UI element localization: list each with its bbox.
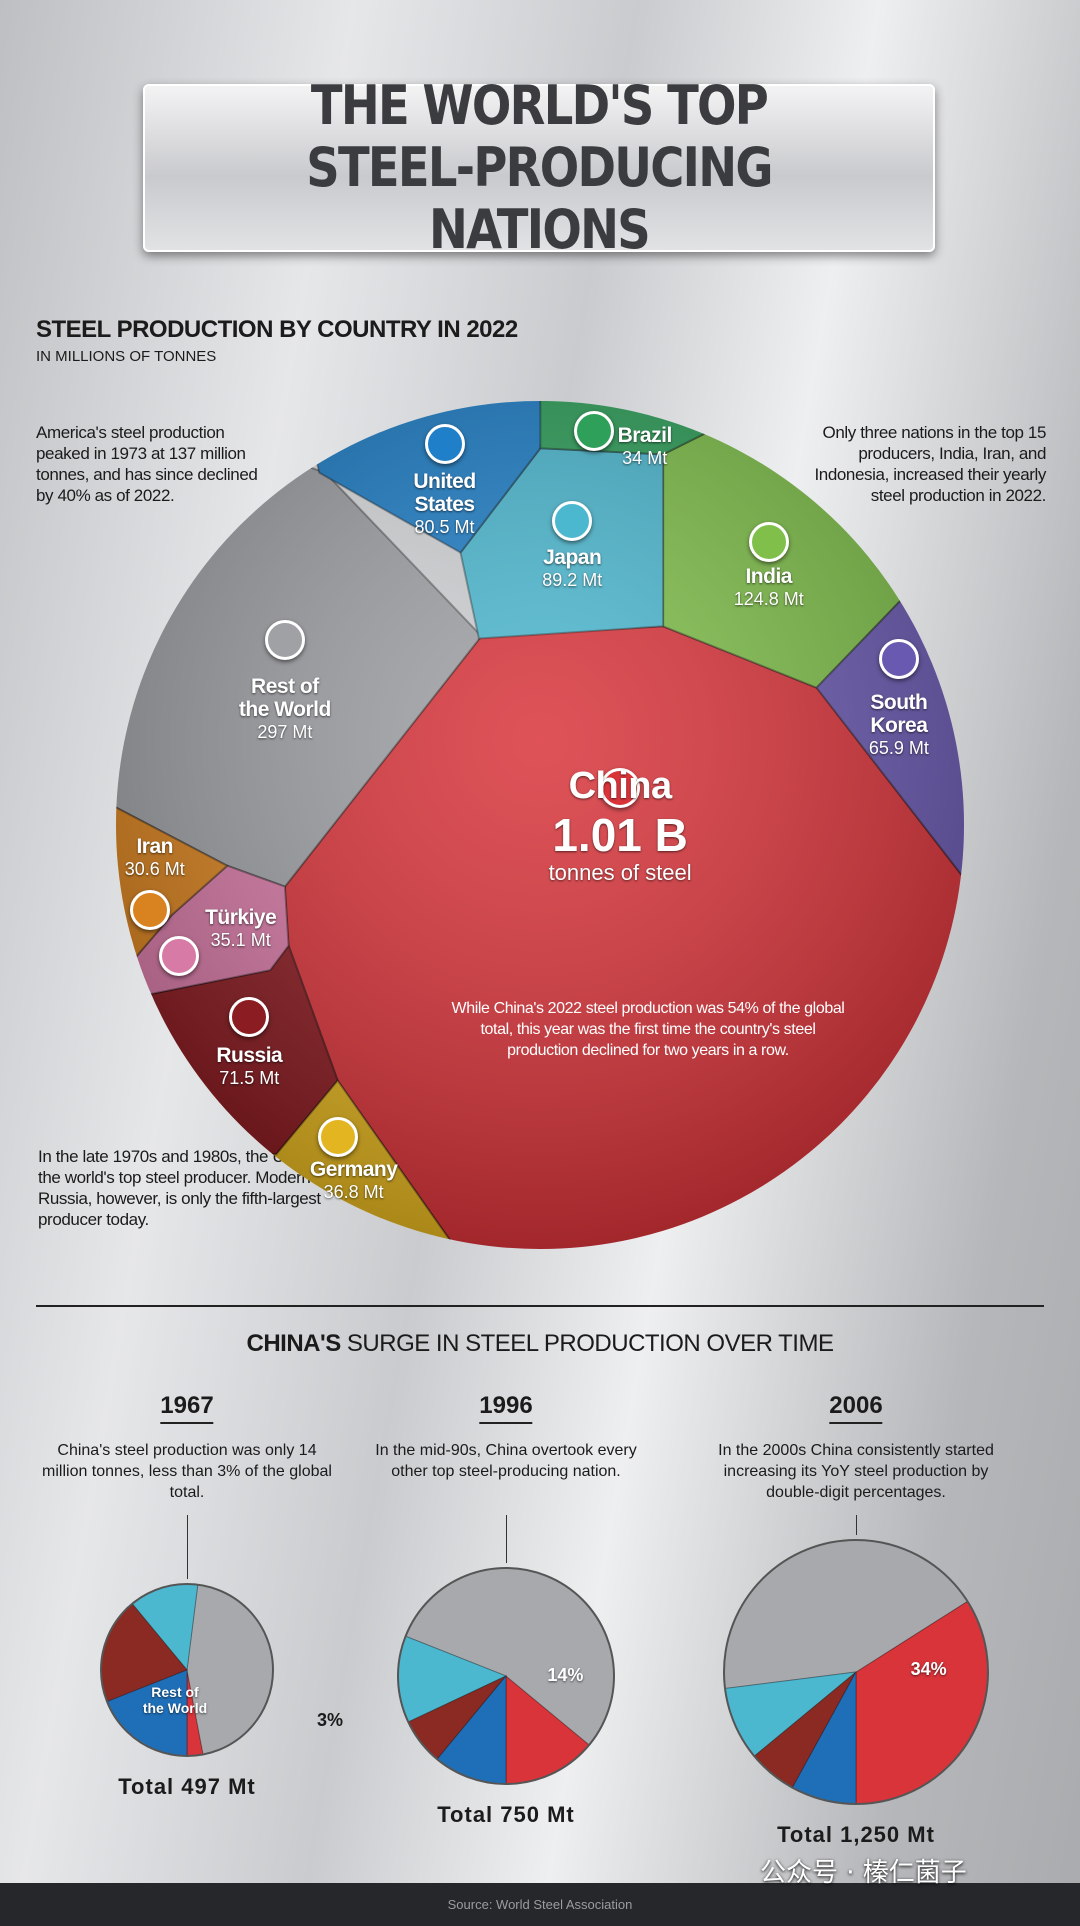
connector-line: [187, 1515, 188, 1579]
label-value: 297 Mt: [257, 722, 313, 743]
description-1996: In the mid-90s, China overtook every oth…: [375, 1442, 637, 1480]
title-line-1: THE WORLD'S TOP: [310, 74, 769, 137]
label-brazil: Brazil 34 Mt: [617, 423, 673, 469]
watermark: 公众号 · 榛仁菌子: [760, 1858, 967, 1888]
section2-title: CHINA'S SURGE IN STEEL PRODUCTION OVER T…: [0, 1330, 1080, 1358]
label-south-korea: South Korea 65.9 Mt: [849, 691, 949, 759]
label-value: 65.9 Mt: [868, 738, 929, 759]
label-name: India: [745, 564, 792, 588]
pie-2006: [723, 1539, 989, 1805]
label-value: 30.6 Mt: [124, 859, 185, 880]
pie-1996: [397, 1567, 615, 1785]
divider: [36, 1305, 1044, 1307]
label-name: Japan: [543, 546, 602, 570]
year-1967: 1967: [160, 1392, 214, 1424]
pie-china-share: 14%: [547, 1665, 584, 1686]
label-germany: Germany 36.8 Mt: [310, 1158, 398, 1203]
flag-china-icon: [600, 767, 641, 808]
flag-russia-icon: [229, 997, 270, 1038]
connector-line: [506, 1515, 507, 1563]
three-nations-note: Only three nations in the top 15 produce…: [814, 423, 1046, 505]
label-name: Iran: [136, 835, 173, 859]
flag-germany-icon: [317, 1117, 358, 1158]
pie-total: Total 750 Mt: [437, 1802, 575, 1827]
label-iran: Iran 30.6 Mt: [125, 835, 185, 880]
label-name: China: [568, 764, 673, 807]
label-value: 89.2 Mt: [542, 570, 603, 591]
label-value: 1.01 B: [552, 808, 688, 861]
label-name: South Korea: [870, 691, 928, 738]
label-name: Türkiye: [205, 906, 277, 930]
label-value: 34 Mt: [622, 447, 668, 468]
label-value: 35.1 Mt: [210, 930, 271, 951]
year-1996: 1996: [479, 1392, 533, 1424]
chart-shade: [116, 401, 964, 1249]
description-2006: In the 2000s China consistently started …: [718, 1442, 994, 1501]
section2-title-bold: CHINA'S: [246, 1330, 342, 1357]
label-name: Germany: [309, 1158, 398, 1181]
flag-south-korea-icon: [878, 638, 919, 679]
label-value: 80.5 Mt: [414, 517, 475, 538]
voronoi-chart: [116, 401, 964, 1249]
description-1967: China's steel production was only 14 mil…: [42, 1442, 332, 1501]
pie-total: Total 497 Mt: [118, 1774, 256, 1799]
pie-1967: [100, 1583, 274, 1757]
label-name: United States: [413, 470, 476, 517]
label-name: Rest of the World: [238, 675, 331, 722]
label-value: 124.8 Mt: [733, 588, 804, 609]
flag-india-icon: [748, 521, 789, 562]
america-note: America's steel production peaked in 197…: [36, 423, 258, 505]
pie-total: Total 1,250 Mt: [777, 1822, 935, 1847]
label-united-states: United States 80.5 Mt: [395, 470, 495, 538]
pie-outline: [100, 1583, 274, 1757]
flag-brazil-icon: [574, 411, 615, 452]
label-india: India 124.8 Mt: [734, 565, 804, 610]
flag-united-states-icon: [424, 423, 465, 464]
source: Source: World Steel Association: [447, 1897, 633, 1912]
section1-title: STEEL PRODUCTION BY COUNTRY IN 2022: [36, 316, 518, 343]
section1-subtitle: IN MILLIONS OF TONNES: [36, 348, 217, 365]
label-name: Russia: [216, 1043, 283, 1067]
title-line-2: STEEL-PRODUCING NATIONS: [306, 136, 773, 261]
pie-china-share: 34%: [910, 1658, 947, 1679]
year-2006: 2006: [829, 1392, 883, 1424]
flag-rest-of-the-world-icon: [264, 620, 305, 661]
label-value: 36.8 Mt: [323, 1182, 384, 1202]
pie-label-rest-of-world: Rest of the World: [142, 1684, 208, 1716]
label-sublabel: tonnes of steel: [548, 859, 692, 885]
china-note: While China's 2022 steel production was …: [451, 1000, 845, 1059]
pie-outline: [723, 1539, 989, 1805]
pie-china-share: 3%: [317, 1710, 344, 1730]
label-russia: Russia 71.5 Mt: [216, 1044, 282, 1089]
label-value: 71.5 Mt: [219, 1067, 280, 1088]
pie-outline: [397, 1567, 615, 1785]
label-t-rkiye: Türkiye 35.1 Mt: [205, 906, 277, 951]
connector-line: [856, 1515, 857, 1535]
flag-japan-icon: [552, 501, 593, 542]
section2-title-rest: SURGE IN STEEL PRODUCTION OVER TIME: [340, 1330, 834, 1357]
slice-rest-of-the-world: [186, 1584, 274, 1756]
flag-iran-icon: [129, 890, 170, 931]
footer: Source: World Steel Association: [0, 1883, 1080, 1926]
flag-t-rkiye-icon: [159, 935, 200, 976]
label-name: Brazil: [617, 423, 673, 447]
title-plaque: THE WORLD'S TOP STEEL-PRODUCING NATIONS: [143, 75, 935, 261]
label-japan: Japan 89.2 Mt: [542, 546, 602, 591]
label-rest-of-the-world: Rest of the World 297 Mt: [235, 675, 335, 743]
